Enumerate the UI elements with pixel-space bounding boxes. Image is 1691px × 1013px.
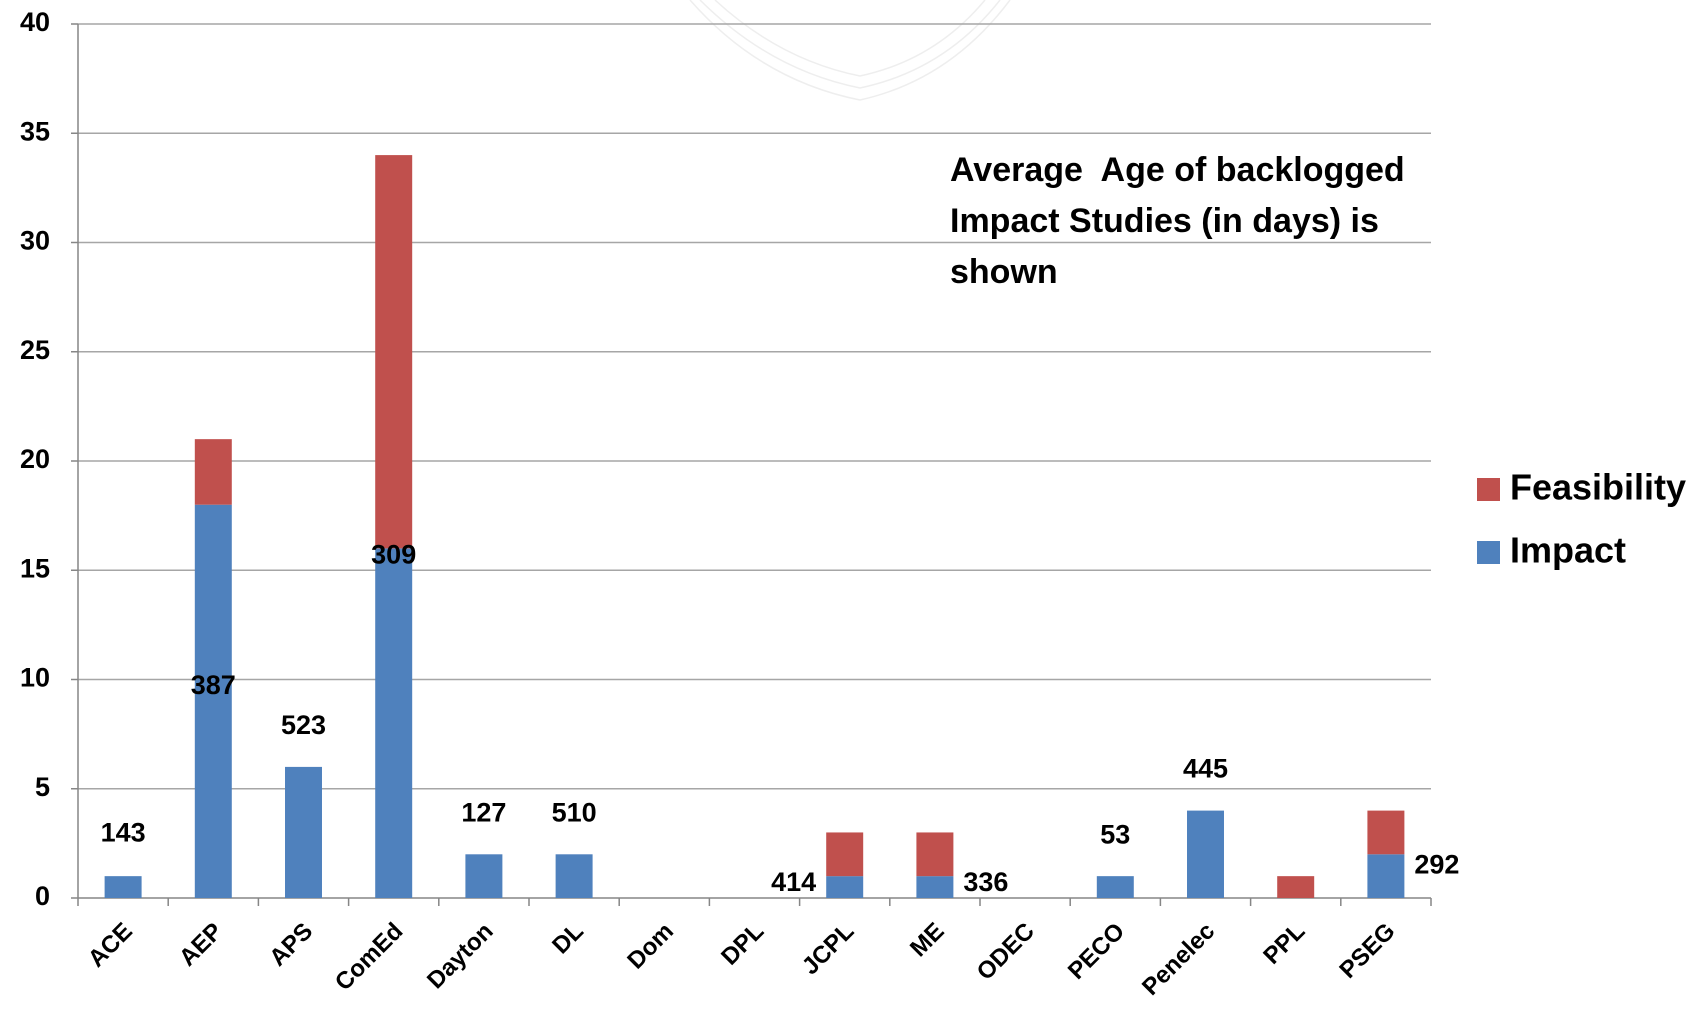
x-tick-label: ACE bbox=[83, 918, 138, 973]
bar-segment bbox=[104, 876, 142, 898]
x-tick-label: DPL bbox=[716, 918, 769, 971]
age-label: 523 bbox=[281, 710, 326, 740]
x-tick-label: ODEC bbox=[972, 918, 1040, 986]
x-tick-label: DL bbox=[547, 918, 589, 960]
bar-segment bbox=[916, 832, 954, 877]
age-label: 445 bbox=[1183, 754, 1228, 784]
annotation: Average Age of backlogged bbox=[950, 151, 1405, 189]
age-label: 127 bbox=[461, 797, 506, 827]
y-tick-label: 0 bbox=[35, 881, 50, 911]
annotation: shown bbox=[950, 253, 1058, 291]
bar-segment bbox=[1367, 810, 1405, 855]
bar-segment bbox=[285, 766, 322, 898]
legend-swatch bbox=[1477, 541, 1500, 564]
x-tick-label: JCPL bbox=[797, 918, 859, 980]
x-tick-label: ComEd bbox=[330, 918, 408, 996]
bar-segment bbox=[375, 155, 413, 549]
bar-segment bbox=[916, 876, 954, 898]
bar-segment bbox=[1096, 876, 1134, 898]
bar-segment bbox=[555, 854, 593, 898]
y-tick-label: 20 bbox=[20, 444, 50, 474]
bar-segment bbox=[194, 504, 232, 898]
x-tick-label: ME bbox=[905, 918, 950, 963]
age-label: 53 bbox=[1100, 819, 1130, 849]
bar-segment bbox=[1367, 854, 1405, 898]
age-label: 143 bbox=[101, 817, 146, 847]
y-tick-label: 15 bbox=[20, 553, 50, 583]
x-tick-label: Penelec bbox=[1137, 918, 1220, 1001]
y-tick-label: 10 bbox=[20, 663, 50, 693]
age-label: 414 bbox=[771, 867, 816, 897]
annotation: Impact Studies (in days) is bbox=[950, 202, 1379, 240]
bar-segment bbox=[826, 832, 864, 877]
x-tick-label: APS bbox=[264, 918, 318, 972]
y-tick-label: 40 bbox=[20, 7, 50, 37]
x-tick-label: Dom bbox=[622, 918, 679, 975]
age-label: 387 bbox=[191, 670, 236, 700]
bar-segment bbox=[375, 548, 413, 898]
bar-segment bbox=[1277, 876, 1315, 898]
background-swirl bbox=[689, 0, 1011, 101]
y-tick-label: 5 bbox=[35, 772, 50, 802]
legend-label: Feasibility bbox=[1510, 467, 1686, 508]
y-tick-label: 30 bbox=[20, 226, 50, 256]
x-tick-label: AEP bbox=[174, 918, 228, 972]
y-tick-label: 25 bbox=[20, 335, 50, 365]
age-label: 336 bbox=[963, 867, 1008, 897]
bar-segment bbox=[194, 439, 232, 505]
age-label: 510 bbox=[552, 797, 597, 827]
bar-segment bbox=[1187, 810, 1224, 898]
y-tick-label: 35 bbox=[20, 116, 50, 146]
bar-segment bbox=[826, 876, 864, 898]
x-tick-label: PPL bbox=[1258, 918, 1310, 970]
legend-swatch bbox=[1477, 478, 1500, 501]
x-tick-label: PSEG bbox=[1334, 918, 1400, 984]
age-label: 292 bbox=[1414, 850, 1459, 880]
x-tick-label: PECO bbox=[1063, 918, 1130, 985]
legend-label: Impact bbox=[1510, 530, 1626, 571]
age-label: 309 bbox=[371, 539, 416, 569]
bar-segment bbox=[465, 854, 503, 898]
x-tick-label: Dayton bbox=[422, 918, 499, 995]
